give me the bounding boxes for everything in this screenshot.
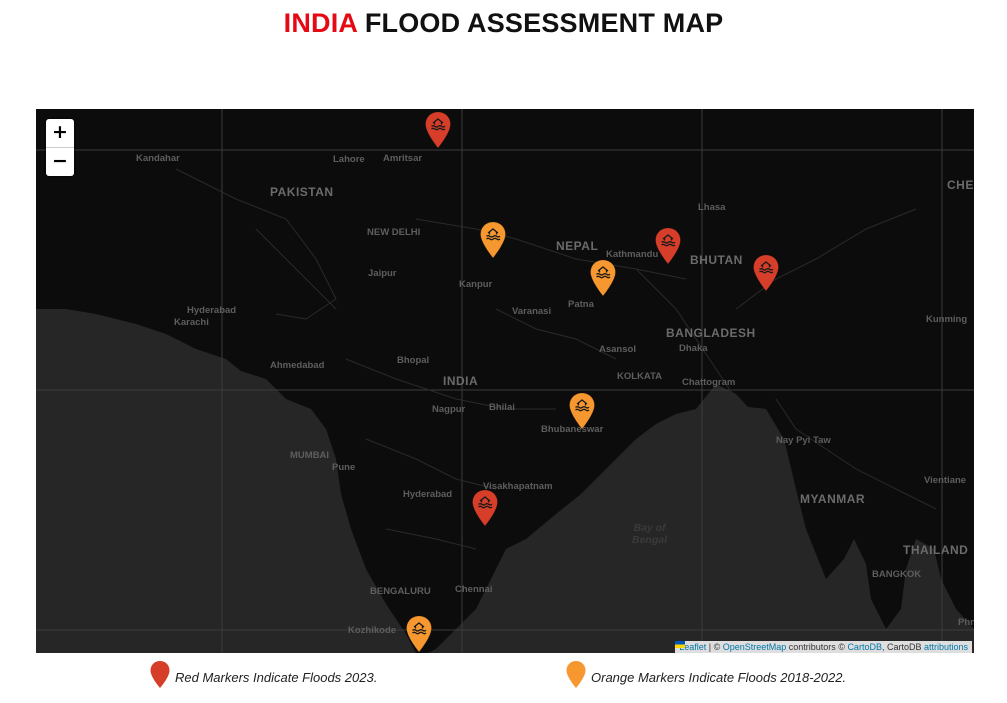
label-jaipur: Jaipur <box>368 268 397 279</box>
label-chennai: Chennai <box>455 584 493 595</box>
legend-red-text: Red Markers Indicate Floods 2023. <box>175 669 378 685</box>
label-kandahar: Kandahar <box>136 153 180 164</box>
label-kathmandu: Kathmandu <box>606 249 659 260</box>
marker-pin <box>753 254 779 292</box>
marker-pin <box>569 392 595 430</box>
label-amritsar: Amritsar <box>383 153 423 164</box>
flood-icon <box>575 399 590 412</box>
page-title: INDIA FLOOD ASSESSMENT MAP <box>0 8 1007 39</box>
label-bhubaneswar: Bhubaneswar <box>541 424 604 435</box>
label-patna: Patna <box>568 299 594 310</box>
label-pakistan: PAKISTAN <box>270 185 334 199</box>
marker-pin <box>655 227 681 265</box>
label-kolkata: KOLKATA <box>617 371 663 382</box>
label-hyderabad-pk: Hyderabad <box>187 305 237 316</box>
title-accent: INDIA <box>283 8 358 38</box>
label-karachi: Karachi <box>174 317 209 328</box>
label-bhutan: BHUTAN <box>690 253 743 267</box>
label-vientiane: Vientiane <box>924 475 967 486</box>
label-kunming: Kunming <box>926 314 968 325</box>
flood-marker-orange[interactable] <box>479 221 507 259</box>
label-phn: Phn <box>958 617 974 628</box>
flood-icon <box>431 118 446 131</box>
attributions-link[interactable]: attributions <box>923 642 968 652</box>
label-dhaka: Dhaka <box>679 343 708 354</box>
attrib-sep: | © <box>706 642 723 652</box>
label-nay-pyi-taw: Nay Pyi Taw <box>776 435 831 446</box>
attrib-carto2: , CartoDB <box>881 642 924 652</box>
title-rest: FLOOD ASSESSMENT MAP <box>364 8 724 38</box>
label-kanpur: Kanpur <box>459 279 493 290</box>
osm-link[interactable]: OpenStreetMap <box>722 642 787 652</box>
red-pin-icon <box>150 661 170 688</box>
map-container[interactable]: Kandahar Lahore Amritsar PAKISTAN NEW DE… <box>36 109 974 653</box>
orange-pin-icon <box>566 661 586 688</box>
land-asia <box>36 109 974 653</box>
zoom-control: + − <box>46 119 74 176</box>
label-bangladesh: BANGLADESH <box>666 326 756 340</box>
zoom-in-button[interactable]: + <box>46 119 74 148</box>
marker-pin <box>472 489 498 527</box>
cartodb-link[interactable]: CartoDB <box>847 642 882 652</box>
label-bangkok: BANGKOK <box>872 569 922 580</box>
flood-icon <box>486 228 501 241</box>
map-borders <box>175 168 937 550</box>
flood-icon <box>759 261 774 274</box>
flood-marker-red[interactable] <box>654 227 682 265</box>
flood-marker-red[interactable] <box>752 254 780 292</box>
label-bay-of-bengal: Bay of Bengal <box>632 522 667 546</box>
flood-icon <box>596 266 611 279</box>
leaflet-link[interactable]: Leaflet <box>679 642 707 652</box>
marker-pin <box>590 259 616 297</box>
label-india: INDIA <box>443 374 479 388</box>
label-new-delhi: NEW DELHI <box>367 227 421 238</box>
label-ahmedabad: Ahmedabad <box>270 360 325 371</box>
marker-pin <box>480 221 506 259</box>
flood-marker-red[interactable] <box>471 489 499 527</box>
label-mumbai: MUMBAI <box>290 450 330 461</box>
map-grid <box>36 109 974 653</box>
label-visakhapatnam: Visakhapatnam <box>483 481 553 492</box>
label-bengal: Bengal <box>632 534 668 546</box>
label-bhopal: Bhopal <box>397 355 430 366</box>
legend-orange-text: Orange Markers Indicate Floods 2018-2022… <box>591 669 847 685</box>
label-bhilai: Bhilai <box>489 402 515 413</box>
label-bay-of: Bay of <box>633 522 666 534</box>
label-nagpur: Nagpur <box>432 404 466 415</box>
map-attribution: Leaflet | © OpenStreetMap contributors ©… <box>675 641 972 653</box>
label-pune: Pune <box>332 462 356 473</box>
label-kozhikode: Kozhikode <box>348 625 397 636</box>
label-lahore: Lahore <box>333 154 365 165</box>
flood-icon <box>478 496 493 509</box>
legend-red: Red Markers Indicate Floods 2023. <box>150 660 377 690</box>
flood-marker-orange[interactable] <box>568 392 596 430</box>
map-basemap <box>36 109 974 653</box>
label-nepal: NEPAL <box>556 239 599 253</box>
flood-icon <box>661 234 676 247</box>
ukraine-flag-icon <box>675 641 686 648</box>
flood-marker-red[interactable] <box>424 111 452 149</box>
label-lhasa: Lhasa <box>698 202 726 213</box>
label-varanasi: Varanasi <box>512 306 552 317</box>
marker-pin <box>425 111 451 149</box>
label-asansol: Asansol <box>599 344 636 355</box>
flood-icon <box>412 622 427 635</box>
label-myanmar: MYANMAR <box>800 492 866 506</box>
label-chattogram: Chattogram <box>682 377 736 388</box>
flood-marker-orange[interactable] <box>405 615 433 653</box>
attrib-contrib: contributors © <box>786 642 848 652</box>
label-thailand: THAILAND <box>903 543 969 557</box>
legend-orange: Orange Markers Indicate Floods 2018-2022… <box>566 660 846 690</box>
zoom-out-button[interactable]: − <box>52 150 68 172</box>
flood-marker-orange[interactable] <box>589 259 617 297</box>
label-bengaluru: BENGALURU <box>370 586 431 597</box>
label-hyderabad-in: Hyderabad <box>403 489 453 500</box>
marker-pin <box>406 615 432 653</box>
